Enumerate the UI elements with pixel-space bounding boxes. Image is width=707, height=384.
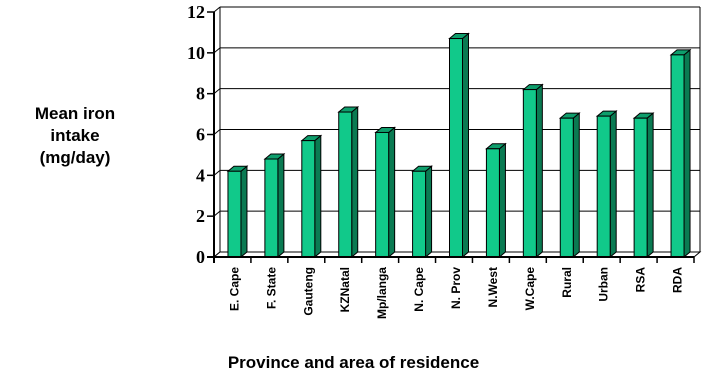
bar-front bbox=[633, 117, 648, 258]
bar bbox=[595, 110, 618, 259]
bar-front bbox=[596, 115, 611, 258]
x-tick-label: Urban bbox=[597, 267, 611, 302]
bar-side bbox=[609, 110, 617, 259]
bar-side bbox=[388, 126, 396, 259]
bar bbox=[374, 126, 397, 259]
bar-side bbox=[498, 142, 506, 259]
bar-side bbox=[425, 165, 433, 259]
x-tick-label: N. Cape bbox=[412, 267, 426, 312]
bar-front bbox=[338, 111, 353, 258]
x-tick-label: Gauteng bbox=[301, 267, 315, 316]
bar bbox=[485, 142, 507, 259]
x-tick-label: F. State bbox=[264, 267, 278, 309]
bar bbox=[521, 83, 544, 259]
bar-front bbox=[522, 89, 537, 258]
bar bbox=[632, 112, 655, 259]
bar bbox=[226, 165, 249, 259]
x-tick-label: Rural bbox=[560, 267, 574, 298]
bar-side bbox=[646, 112, 654, 259]
bar-side bbox=[462, 32, 469, 259]
y-tick-label: 12 bbox=[187, 2, 205, 22]
bar-front bbox=[412, 170, 427, 258]
y-axis-label-line-3: (mg/day) bbox=[39, 148, 111, 167]
y-axis-label-line-1: Mean iron bbox=[34, 104, 116, 123]
bar-side bbox=[351, 105, 359, 259]
x-tick-labels: E. Cape F. State Gauteng KZNatal Mp/langa N. … bbox=[227, 267, 684, 319]
y-axis-label-line-2: intake bbox=[50, 126, 100, 145]
axes bbox=[207, 11, 695, 263]
y-tick-label: 2 bbox=[196, 206, 205, 226]
bar-side bbox=[572, 112, 580, 259]
x-tick-label: Mp/langa bbox=[375, 267, 389, 319]
x-tick-label: RSA bbox=[634, 267, 648, 293]
bar bbox=[669, 48, 692, 259]
bar bbox=[411, 165, 433, 259]
bars bbox=[226, 32, 692, 259]
y-tick-label: 6 bbox=[196, 125, 205, 145]
y-tick-label: 8 bbox=[196, 84, 205, 104]
gridline-depth bbox=[213, 6, 221, 13]
bar-front bbox=[227, 170, 242, 258]
bar-front bbox=[375, 131, 390, 258]
bar-front bbox=[559, 117, 574, 258]
x-tick-label: RDA bbox=[671, 267, 685, 293]
bar-front bbox=[485, 148, 500, 258]
bar bbox=[300, 134, 323, 259]
bar-front bbox=[670, 54, 685, 258]
bar bbox=[263, 152, 286, 259]
x-tick-label: N.West bbox=[486, 267, 500, 307]
x-tick-label: E. Cape bbox=[227, 267, 241, 311]
x-tick-label: N. Prov bbox=[449, 267, 463, 309]
y-tick-labels: 0 2 4 6 8 10 12 bbox=[187, 2, 205, 267]
x-tick-label: KZNatal bbox=[338, 267, 352, 312]
x-axis-label: Province and area of residence bbox=[227, 353, 480, 372]
y-axis-label: Mean iron intake (mg/day) bbox=[10, 103, 140, 169]
bar-side bbox=[277, 152, 285, 259]
y-tick-label: 0 bbox=[196, 247, 205, 267]
bar-front bbox=[264, 158, 279, 258]
bar-side bbox=[314, 134, 322, 259]
bar bbox=[448, 32, 470, 259]
bar-side bbox=[535, 83, 543, 259]
y-tick-label: 4 bbox=[196, 165, 205, 185]
bar-side bbox=[240, 165, 248, 259]
bar-side bbox=[683, 48, 691, 259]
bar bbox=[558, 112, 581, 259]
bar bbox=[337, 105, 360, 259]
bar-front bbox=[449, 38, 463, 258]
bar-front bbox=[301, 140, 316, 258]
x-tick-label: W.Cape bbox=[523, 267, 537, 311]
y-tick-label: 10 bbox=[187, 43, 205, 63]
